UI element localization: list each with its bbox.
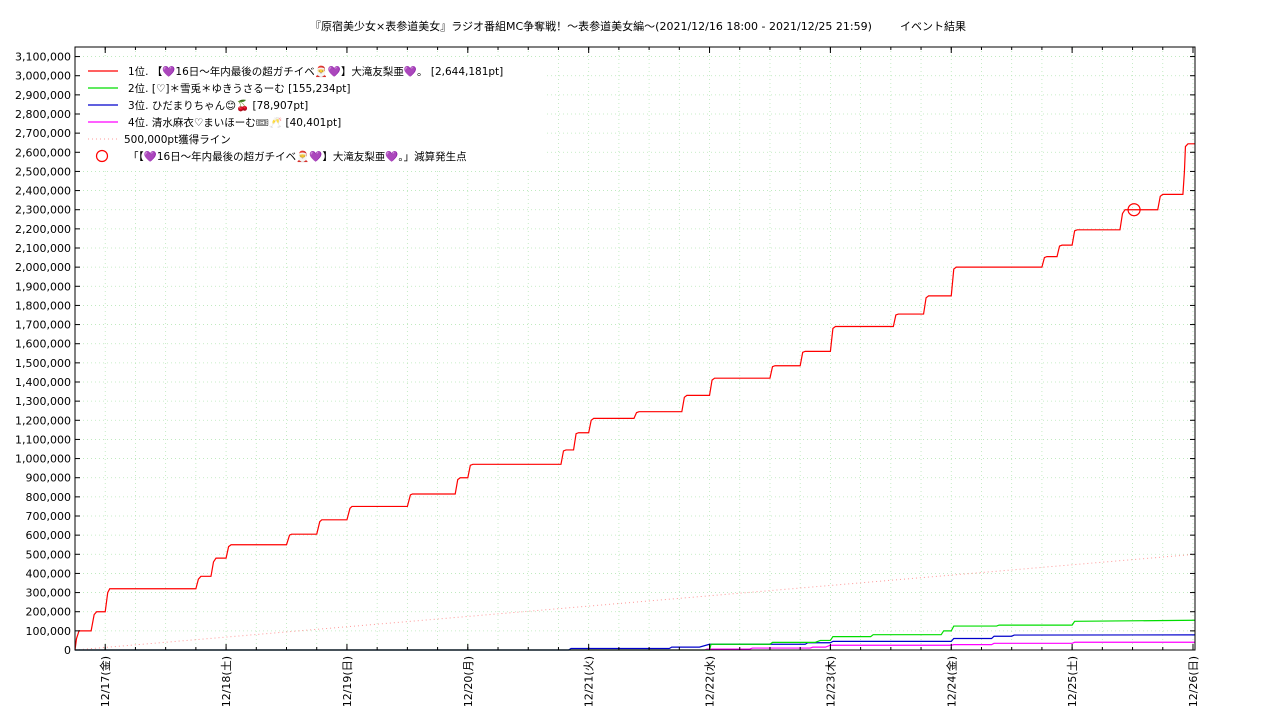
reference-line xyxy=(74,553,1196,651)
y-tick-label: 1,200,000 xyxy=(15,414,71,427)
y-tick-label: 2,800,000 xyxy=(15,108,71,121)
legend: 1位. 【💜16日〜年内最後の超ガチイベ🎅💜】大滝友梨亜💜。 [2,644,18… xyxy=(80,58,545,170)
y-tick-label: 300,000 xyxy=(26,587,72,600)
marker-group xyxy=(1127,203,1141,217)
legend-box xyxy=(80,58,545,170)
y-axis: 0 100,000 200,000 300,000 400,000 500,000 600,… xyxy=(15,51,1195,657)
x-tick-label: 12/23(木) xyxy=(824,656,837,707)
y-tick-label: 1,300,000 xyxy=(15,395,71,408)
y-tick-label: 2,600,000 xyxy=(15,146,71,159)
legend-entry: 1位. 【💜16日〜年内最後の超ガチイベ🎅💜】大滝友梨亜💜。 [2,644,18… xyxy=(128,65,503,78)
y-tick-label: 800,000 xyxy=(26,491,72,504)
y-tick-label: 1,800,000 xyxy=(15,299,71,312)
y-tick-label: 1,700,000 xyxy=(15,319,71,332)
plot-frame xyxy=(74,46,1196,651)
legend-entry: 4位. 清水麻衣♡まいほーむ🎟🥂 [40,401pt] xyxy=(128,116,341,129)
y-tick-label: 700,000 xyxy=(26,510,72,523)
y-tick-label: 1,000,000 xyxy=(15,453,71,466)
series-group xyxy=(74,143,1196,651)
y-tick-label: 2,500,000 xyxy=(15,165,71,178)
x-tick-label: 12/21(火) xyxy=(583,656,596,707)
x-tick-label: 12/19(日) xyxy=(341,656,354,707)
x-tick-label: 12/26(日) xyxy=(1187,656,1200,707)
y-tick-label: 900,000 xyxy=(26,472,72,485)
y-tick-label: 500,000 xyxy=(26,548,72,561)
y-tick-label: 0 xyxy=(64,644,71,657)
series-line-1 xyxy=(74,143,1195,651)
series-line-2 xyxy=(75,619,1196,651)
legend-entry: 500,000pt獲得ライン xyxy=(124,133,231,146)
y-tick-label: 200,000 xyxy=(26,606,72,619)
y-tick-label: 2,200,000 xyxy=(15,223,71,236)
x-tick-label: 12/24(金) xyxy=(944,656,958,707)
y-tick-label: 400,000 xyxy=(26,567,72,580)
chart-title-suffix: イベント結果 xyxy=(900,19,966,33)
y-tick-label: 1,900,000 xyxy=(15,280,71,293)
y-tick-label: 3,000,000 xyxy=(15,70,71,83)
legend-entry: 「【💜16日〜年内最後の超ガチイベ🎅💜】大滝友梨亜💜。」減算発生点 xyxy=(128,150,467,163)
x-tick-label: 12/25(土) xyxy=(1066,656,1079,707)
y-tick-label: 2,300,000 xyxy=(15,204,71,217)
x-tick-label: 12/20(月) xyxy=(462,656,475,707)
x-tick-label: 12/22(水) xyxy=(704,656,717,707)
reference-line-group xyxy=(74,553,1196,651)
legend-marker-swatch xyxy=(95,149,109,163)
y-tick-label: 1,500,000 xyxy=(15,357,71,370)
legend-entry: 3位. ひだまりちゃん😊🍒 [78,907pt] xyxy=(128,99,308,112)
legend-entry: 2位. [♡]＊雪兎＊ゆきうさるーむ [155,234pt] xyxy=(128,82,350,95)
y-tick-label: 100,000 xyxy=(26,625,72,638)
decrease-marker xyxy=(1127,203,1141,217)
y-tick-label: 1,100,000 xyxy=(15,433,71,446)
y-tick-label: 3,100,000 xyxy=(15,51,71,64)
y-tick-label: 1,600,000 xyxy=(15,338,71,351)
y-tick-label: 2,700,000 xyxy=(15,127,71,140)
chart-title: 『原宿美少女×表参道美女』ラジオ番組MC争奪戦！〜表参道美女編〜(2021/12… xyxy=(310,19,872,33)
series-line-3 xyxy=(75,634,1196,651)
x-axis: 12/17(金) 12/18(土) 12/19(日) 12/20(月) 12/21(火)… xyxy=(74,47,1200,707)
series-line-4 xyxy=(75,641,1195,651)
y-tick-label: 2,900,000 xyxy=(15,89,71,102)
x-tick-label: 12/18(土) xyxy=(220,656,233,707)
y-tick-label: 600,000 xyxy=(26,529,72,542)
y-tick-label: 2,100,000 xyxy=(15,242,71,255)
y-tick-label: 1,400,000 xyxy=(15,376,71,389)
y-tick-label: 2,400,000 xyxy=(15,185,71,198)
y-tick-label: 2,000,000 xyxy=(15,261,71,274)
x-tick-label: 12/17(金) xyxy=(98,656,112,707)
